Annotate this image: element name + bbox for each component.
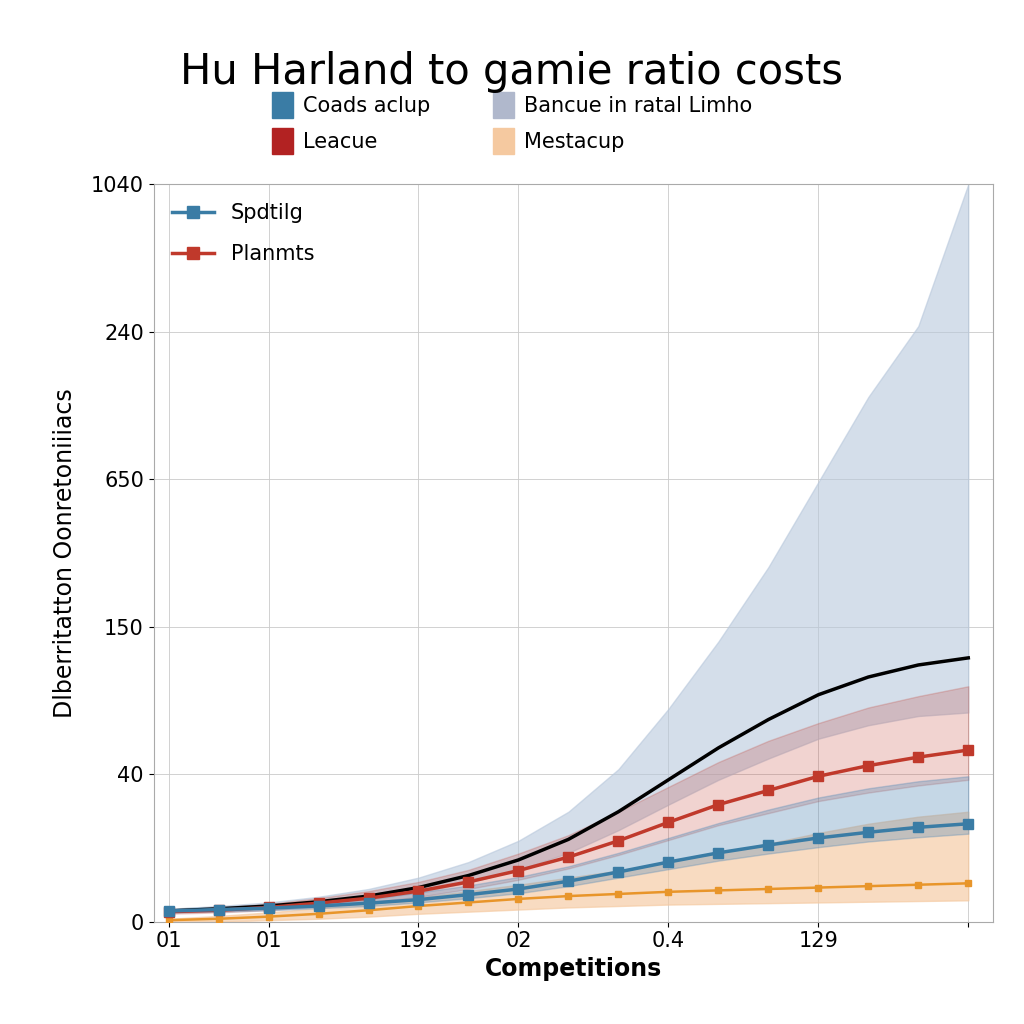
Y-axis label: Dlberritatton Oonretoniiiacs: Dlberritatton Oonretoniiiacs: [53, 388, 77, 718]
Text: Hu Harland to gamie ratio costs: Hu Harland to gamie ratio costs: [180, 51, 844, 93]
Legend: Spdtilg, Planmts: Spdtilg, Planmts: [164, 195, 323, 272]
Legend: Coads aclup, Leacue, Bancue in ratal Limho, Mestacup: Coads aclup, Leacue, Bancue in ratal Lim…: [263, 84, 761, 162]
X-axis label: Competitions: Competitions: [484, 956, 663, 981]
